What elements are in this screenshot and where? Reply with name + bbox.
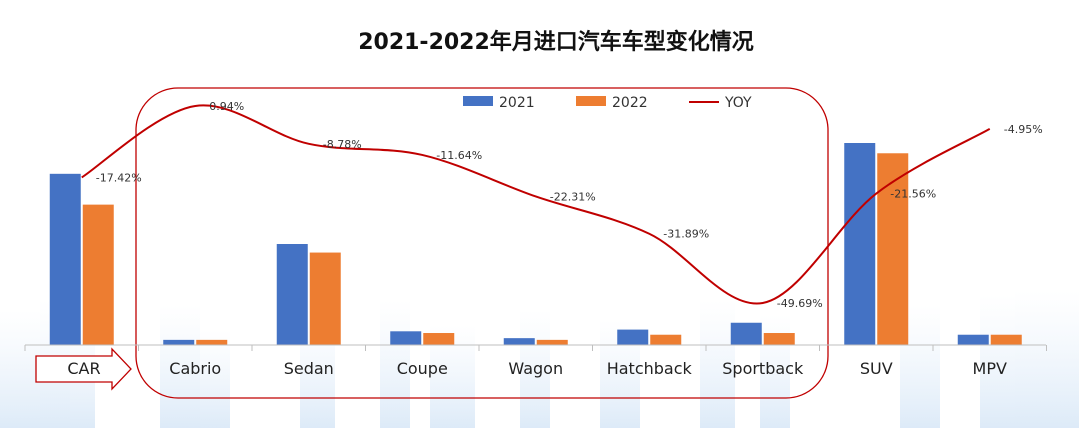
skyline-block [980, 295, 1015, 428]
bar-2022-hatchback [650, 334, 682, 345]
bar-2022-cabrio [196, 339, 228, 345]
highlight-box [135, 87, 829, 399]
bar-2022-car [82, 204, 114, 345]
skyline-block [200, 330, 230, 428]
category-labels: CAR Cabrio Sedan Coupe Wagon Hatchback Sportba… [67, 359, 1007, 378]
legend-label-2021: 2021 [499, 95, 535, 111]
category-label-car: CAR [67, 359, 100, 378]
legend-label-yoy: YOY [724, 95, 752, 111]
skyline-block [520, 310, 550, 428]
bar-2021-suv [844, 143, 876, 345]
category-label-coupe: Coupe [397, 359, 448, 378]
legend-label-2022: 2022 [612, 95, 648, 111]
category-label-hatchback: Hatchback [607, 359, 693, 378]
category-label-sportback: Sportback [722, 359, 804, 378]
bar-2022-wagon [536, 339, 568, 345]
bar-2021-wagon [503, 338, 535, 345]
category-label-sedan: Sedan [284, 359, 334, 378]
category-label-cabrio: Cabrio [169, 359, 221, 378]
category-label-suv: SUV [860, 359, 893, 378]
legend-swatch-2021 [463, 96, 493, 106]
bar-2021-coupe [390, 331, 422, 345]
bar-2022-mpv [990, 334, 1022, 345]
skyline-block [380, 300, 410, 428]
bar-2022-sedan [309, 252, 341, 345]
legend: 2021 2022 YOY [463, 95, 752, 111]
bar-2021-sedan [276, 244, 308, 345]
car-arrow-shape [35, 347, 132, 391]
chart-title: 2021-2022年月进口汽车车型变化情况 [358, 29, 754, 55]
bars-layer [49, 143, 1022, 345]
skyline-block [160, 305, 200, 428]
skyline-block [1015, 290, 1079, 428]
skyline-block [700, 300, 735, 428]
yoy-labels: -17.42% 0.94% -8.78% -11.64% -22.31% -31.89% -… [96, 100, 1043, 310]
yoy-label-sportback: -49.69% [777, 297, 823, 310]
category-label-mpv: MPV [973, 359, 1007, 378]
yoy-label-wagon: -22.31% [550, 190, 596, 203]
yoy-label-car: -17.42% [96, 171, 142, 184]
x-axis-ticks [24, 345, 1047, 351]
yoy-line [81, 104, 991, 305]
yoy-label-coupe: -11.64% [436, 149, 482, 162]
car-arrow [35, 347, 132, 391]
highlight-rect [135, 87, 829, 399]
yoy-label-hatchback: -31.89% [663, 228, 709, 241]
skyline-block [0, 310, 40, 428]
yoy-label-suv: -21.56% [890, 188, 936, 201]
bar-2022-coupe [423, 333, 455, 345]
bar-2021-mpv [957, 334, 989, 345]
bar-2021-car [49, 173, 81, 345]
yoy-label-mpv: -4.95% [1004, 123, 1043, 136]
legend-swatch-2022 [576, 96, 606, 106]
bar-2021-cabrio [163, 339, 195, 345]
bar-2022-sportback [763, 333, 795, 345]
yoy-label-sedan: -8.78% [323, 138, 362, 151]
yoy-label-cabrio: 0.94% [209, 100, 244, 113]
bar-2022-suv [877, 153, 909, 345]
bar-2021-hatchback [617, 329, 649, 345]
bar-2021-sportback [730, 322, 762, 345]
category-label-wagon: Wagon [508, 359, 563, 378]
